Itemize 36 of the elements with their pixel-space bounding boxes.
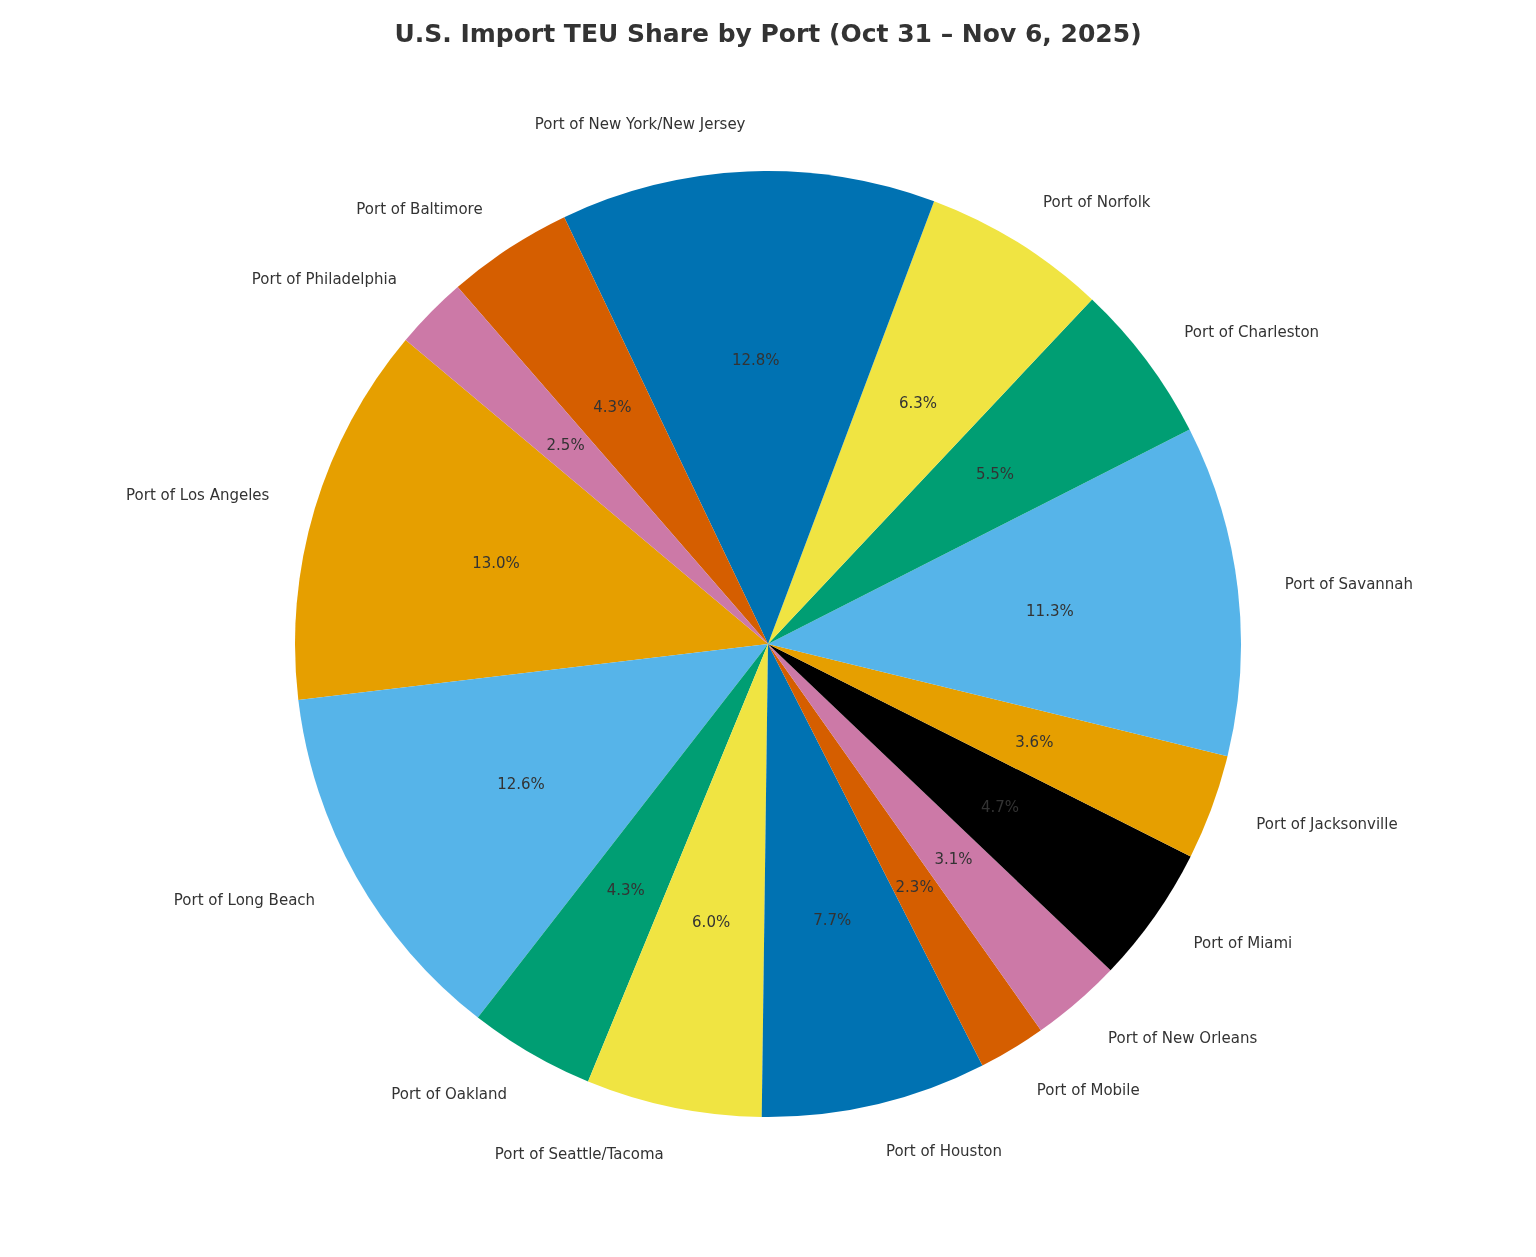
slice-label: Port of Savannah	[1284, 575, 1414, 594]
data-label: 12.8%	[731, 351, 780, 370]
slice-label: Port of Seattle/Tacoma	[494, 1144, 664, 1163]
data-label: 4.3%	[593, 397, 632, 416]
slice-label: Port of Philadelphia	[251, 270, 397, 289]
data-label: 12.6%	[497, 774, 545, 793]
slice-label: Port of Charleston	[1184, 322, 1320, 341]
pie-slice	[761, 644, 983, 1117]
slice-label: Port of Jacksonville	[1256, 814, 1398, 833]
data-label: 2.3%	[895, 878, 934, 897]
data-label: 11.3%	[1026, 602, 1074, 621]
slice-label: Port of New Orleans	[1108, 1028, 1258, 1047]
data-label: 7.7%	[813, 911, 852, 930]
pie-slice	[768, 644, 1111, 1031]
slice-label: Port of Baltimore	[356, 199, 483, 218]
slice-label: Port of Los Angeles	[126, 486, 270, 505]
pie-slice	[768, 429, 1241, 757]
pie-slice	[768, 644, 1191, 971]
slice-label: Port of Norfolk	[1042, 193, 1151, 212]
pie-slice	[477, 644, 768, 1082]
pie-slice	[588, 644, 768, 1117]
data-label: 3.1%	[934, 849, 973, 868]
data-label: 5.5%	[976, 464, 1015, 483]
slice-label: Port of Houston	[885, 1141, 1002, 1160]
data-label: 13.0%	[472, 553, 520, 572]
data-label: 6.0%	[692, 913, 731, 932]
data-label: 6.3%	[898, 394, 938, 413]
data-label: 4.3%	[606, 880, 645, 899]
slice-label: Port of Long Beach	[173, 891, 316, 910]
data-label: 3.6%	[1015, 733, 1054, 751]
slice-label: Port of Mobile	[1036, 1080, 1140, 1099]
slice-label: Port of Miami	[1193, 934, 1293, 953]
data-label: 2.5%	[546, 436, 585, 455]
slice-label: Port of Oakland	[391, 1085, 508, 1104]
slice-label: Port of New York/New Jersey	[534, 115, 746, 134]
chart-title: U.S. Import TEU Share by Port (Oct 31 – Nov 6, 2025)	[394, 18, 1142, 48]
